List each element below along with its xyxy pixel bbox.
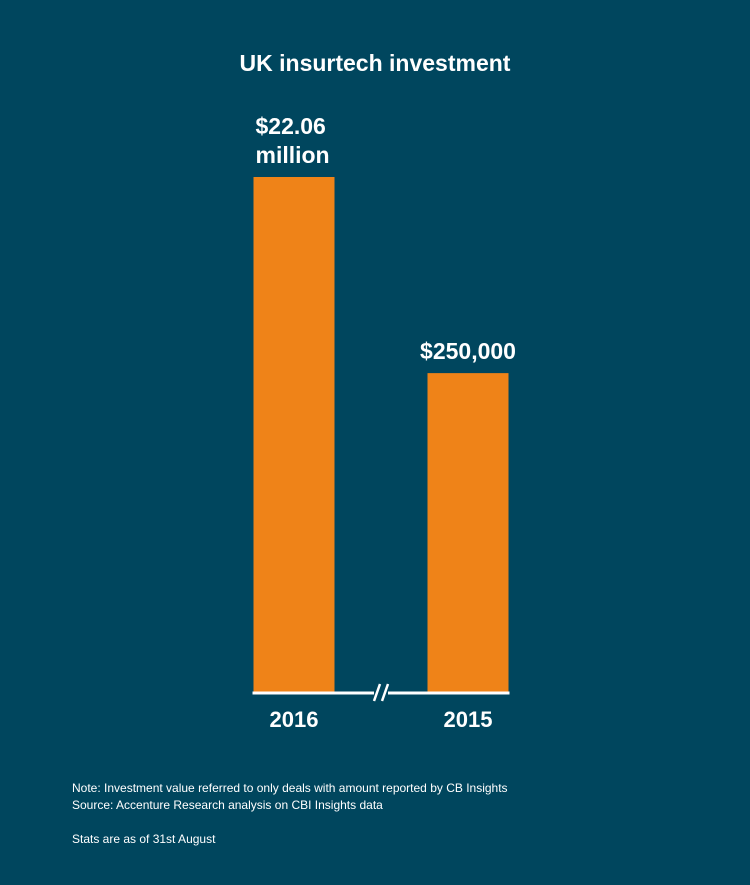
stats-text: Stats are as of 31st August [72,832,216,846]
bar-value-label: $250,000 [420,338,516,364]
axis-break-mark [372,683,382,702]
category-label: 2015 [444,707,493,732]
axis-break-mark [380,683,390,702]
chart-title: UK insurtech investment [239,50,511,76]
bar-value-label: $22.06 [256,113,326,139]
note-text: Note: Investment value referred to only … [72,781,508,795]
bar-2015 [427,373,509,692]
source-text: Source: Accenture Research analysis on C… [72,798,383,812]
footnotes: Note: Investment value referred to only … [72,780,508,848]
bar-value-label: million [256,142,330,168]
bar-2016 [253,177,335,692]
category-label: 2016 [270,707,319,732]
